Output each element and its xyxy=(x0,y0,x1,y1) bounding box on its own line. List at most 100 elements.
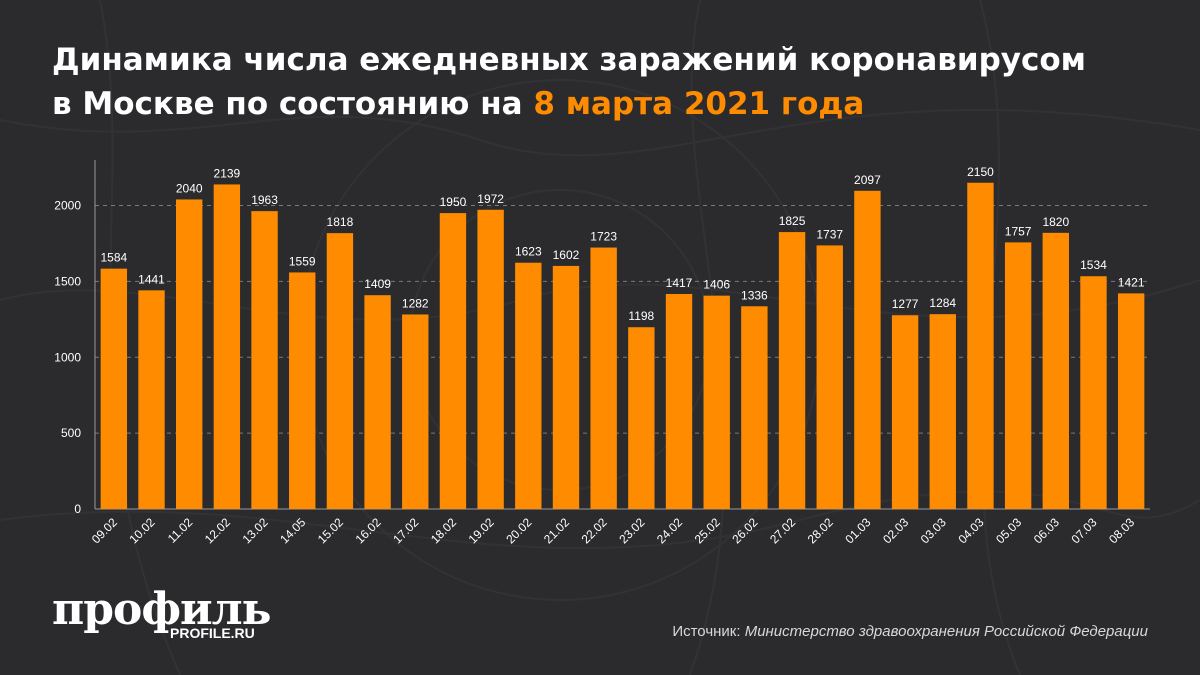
bar xyxy=(741,306,768,509)
source-note: Источник: Министерство здравоохранения Р… xyxy=(672,623,1148,640)
data-label: 2150 xyxy=(967,165,994,179)
bar xyxy=(477,209,504,509)
y-tick-label: 0 xyxy=(74,502,81,516)
x-tick-label: 02.03 xyxy=(880,515,911,546)
bar xyxy=(967,182,994,509)
x-tick-label: 06.03 xyxy=(1031,515,1062,546)
x-tick-label: 16.02 xyxy=(353,515,384,546)
data-label: 1406 xyxy=(703,278,730,292)
bar xyxy=(628,327,655,509)
bar xyxy=(854,190,881,509)
x-tick-label: 08.03 xyxy=(1106,515,1137,546)
data-label: 1559 xyxy=(289,254,316,268)
x-tick-label: 28.02 xyxy=(805,515,836,546)
bar xyxy=(816,245,843,509)
bar xyxy=(364,295,391,509)
x-tick-label: 20.02 xyxy=(503,515,534,546)
x-tick-label: 22.02 xyxy=(579,515,610,546)
bar xyxy=(552,265,580,509)
data-label: 1825 xyxy=(779,214,806,228)
data-label: 1441 xyxy=(138,272,165,286)
bar xyxy=(778,232,806,509)
x-tick-label: 24.02 xyxy=(654,515,685,546)
data-label: 2040 xyxy=(176,181,203,195)
data-label: 1584 xyxy=(100,251,127,265)
title-line-2-prefix: в Москве по состоянию на xyxy=(52,86,523,122)
data-label: 1409 xyxy=(364,277,391,291)
data-label: 1723 xyxy=(590,230,617,244)
bar xyxy=(326,233,354,510)
bar xyxy=(176,199,203,509)
data-label: 1950 xyxy=(440,195,467,209)
x-tick-label: 13.02 xyxy=(240,515,271,546)
title-line-2: в Москве по состоянию на 8 марта 2021 го… xyxy=(52,82,1172,126)
data-label: 1737 xyxy=(816,227,843,241)
x-tick-label: 10.02 xyxy=(127,515,158,546)
bar xyxy=(1004,242,1032,509)
x-tick-label: 27.02 xyxy=(767,515,798,546)
x-tick-label: 12.02 xyxy=(202,515,233,546)
profile-logo: профиль xyxy=(52,584,272,635)
title-line-1: Динамика числа ежедневных заражений коро… xyxy=(52,42,1086,78)
data-label: 1284 xyxy=(929,296,956,310)
source-label: Источник: xyxy=(672,623,741,640)
data-label: 1818 xyxy=(327,215,354,229)
bar xyxy=(100,268,128,509)
data-label: 1820 xyxy=(1042,215,1069,229)
data-label: 1972 xyxy=(477,192,504,206)
x-tick-label: 03.03 xyxy=(918,515,949,546)
data-label: 1534 xyxy=(1080,258,1107,272)
bar xyxy=(1080,276,1107,509)
x-tick-label: 15.02 xyxy=(315,515,346,546)
y-tick-label: 1500 xyxy=(54,274,81,288)
data-label: 1623 xyxy=(515,245,542,259)
chart-title: Динамика числа ежедневных заражений коро… xyxy=(52,38,1172,126)
bar xyxy=(891,315,919,509)
data-label: 1417 xyxy=(666,276,693,290)
data-label: 1336 xyxy=(741,288,768,302)
x-tick-label: 05.03 xyxy=(993,515,1024,546)
bar xyxy=(929,314,956,509)
x-tick-label: 25.02 xyxy=(692,515,723,546)
data-label: 1421 xyxy=(1118,275,1145,289)
x-tick-label: 01.03 xyxy=(842,515,873,546)
bar xyxy=(402,314,429,509)
profile-logo-url: PROFILE.RU xyxy=(170,625,255,641)
y-tick-label: 500 xyxy=(61,426,81,440)
x-tick-label: 09.02 xyxy=(89,515,120,546)
x-tick-label: 19.02 xyxy=(466,515,497,546)
data-label: 1277 xyxy=(892,297,919,311)
y-tick-label: 2000 xyxy=(54,199,81,213)
data-label: 1198 xyxy=(628,309,654,323)
x-tick-label: 23.02 xyxy=(616,515,647,546)
bar xyxy=(251,211,278,509)
data-label: 1963 xyxy=(251,193,278,207)
x-tick-label: 17.02 xyxy=(390,515,421,546)
data-label: 2139 xyxy=(214,166,241,180)
bar xyxy=(1042,232,1069,509)
bar xyxy=(590,247,617,510)
bar xyxy=(515,262,542,509)
data-label: 1757 xyxy=(1005,224,1032,238)
title-date: 8 марта 2021 года xyxy=(533,86,865,122)
data-label: 1602 xyxy=(553,248,580,262)
x-tick-label: 14.05 xyxy=(277,515,308,546)
y-tick-label: 1000 xyxy=(54,350,81,364)
x-tick-label: 21.02 xyxy=(541,515,572,546)
x-tick-label: 18.02 xyxy=(428,515,459,546)
data-label: 2097 xyxy=(854,173,881,187)
x-tick-label: 26.02 xyxy=(729,515,760,546)
bar xyxy=(289,272,316,509)
source-value: Министерство здравоохранения Российской … xyxy=(744,623,1148,640)
bar xyxy=(213,184,241,509)
data-label: 1282 xyxy=(402,296,429,310)
bar xyxy=(1117,293,1145,509)
bar xyxy=(439,213,467,509)
x-tick-label: 11.02 xyxy=(165,515,196,546)
bar xyxy=(665,293,693,509)
bar xyxy=(138,290,165,509)
bar xyxy=(703,295,730,509)
x-tick-label: 04.03 xyxy=(955,515,986,546)
x-tick-label: 07.03 xyxy=(1068,515,1099,546)
